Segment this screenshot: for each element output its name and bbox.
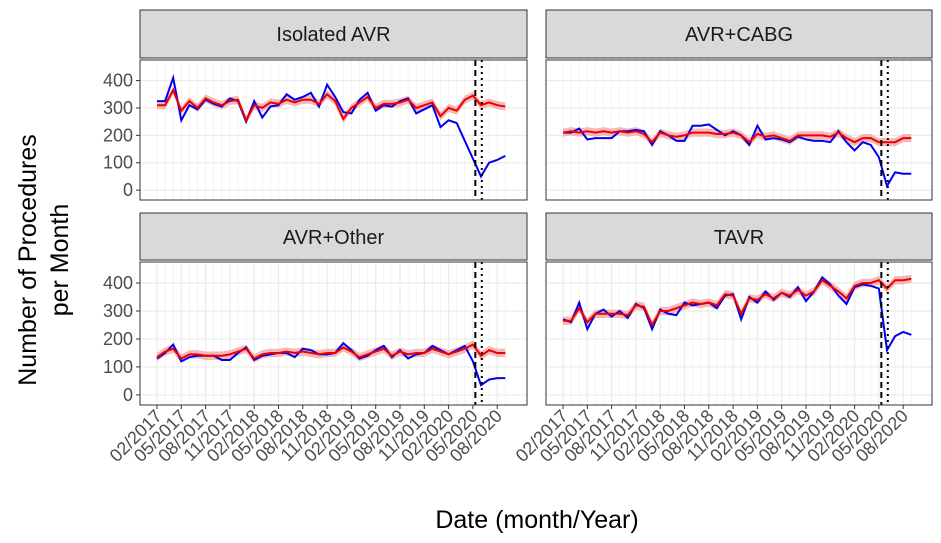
y-tick-label: 100 <box>103 357 133 377</box>
ribbon <box>157 340 506 363</box>
y-tick-label: 0 <box>123 385 133 405</box>
y-tick-label: 200 <box>103 329 133 349</box>
y-tick-label: 200 <box>103 125 133 145</box>
strip-label: AVR+Other <box>283 227 385 249</box>
series-line <box>156 343 506 360</box>
y-tick-label: 0 <box>123 180 133 200</box>
panel-border <box>139 261 528 406</box>
panel <box>545 59 933 201</box>
y-axis-title: Number of Procedures <box>14 134 42 386</box>
panel <box>545 261 933 406</box>
y-tick-label: 400 <box>103 71 133 91</box>
y-axis-title: per Month <box>46 204 74 317</box>
y-tick-label: 300 <box>103 98 133 118</box>
strip-label: TAVR <box>714 227 764 249</box>
strip-label: AVR+CABG <box>685 24 793 46</box>
strip <box>139 9 528 59</box>
series-line <box>157 87 506 123</box>
series-line <box>562 130 912 144</box>
panel <box>139 59 528 201</box>
panel-bg <box>140 60 527 200</box>
strip <box>545 212 933 261</box>
panel-border <box>545 261 933 406</box>
series-line <box>157 73 506 179</box>
y-tick-label: 400 <box>103 273 133 293</box>
panel-border <box>545 59 933 201</box>
series-line <box>563 277 912 328</box>
y-tick-label: 100 <box>103 153 133 173</box>
y-tick-label: 300 <box>103 301 133 321</box>
x-axis-title: Date (month/Year) <box>435 506 638 534</box>
strip <box>545 9 933 59</box>
panel <box>139 261 528 406</box>
panel-bg <box>140 262 527 405</box>
ribbon <box>563 274 912 330</box>
strip-label: Isolated AVR <box>276 24 390 46</box>
strip <box>139 212 528 261</box>
panel-border <box>139 59 528 201</box>
